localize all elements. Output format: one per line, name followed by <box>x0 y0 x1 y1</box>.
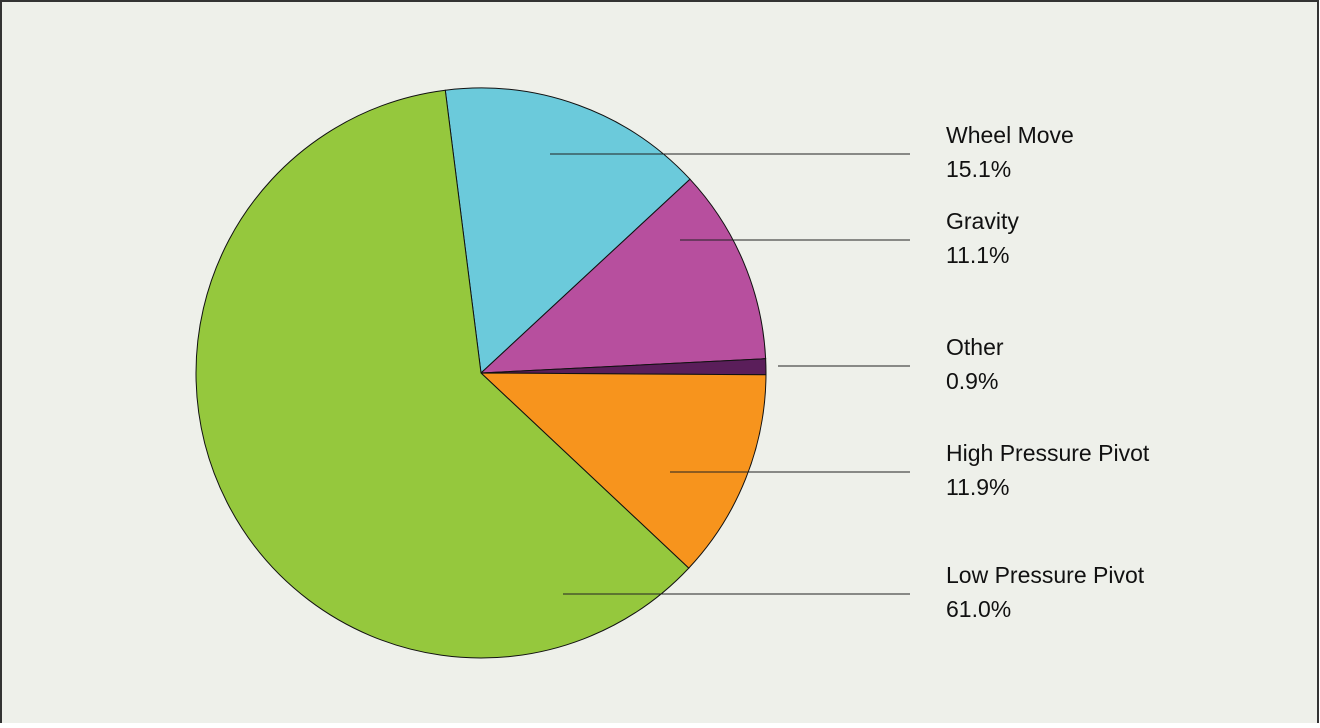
pie-slice <box>479 372 767 569</box>
slice-label: Other <box>946 334 1004 360</box>
slice-value-label: 11.1% <box>946 242 1010 268</box>
pie-slice <box>195 89 690 659</box>
slice-label: High Pressure Pivot <box>946 440 1150 466</box>
slice-value-label: 11.9% <box>946 474 1010 500</box>
slice-label: Gravity <box>946 208 1019 234</box>
slice-value-label: 61.0% <box>946 596 1011 622</box>
slice-value-label: 15.1% <box>946 156 1011 182</box>
slice-value-label: 0.9% <box>946 368 998 394</box>
pie-slice <box>444 87 691 375</box>
slice-label: Wheel Move <box>946 122 1074 148</box>
slice-label: Low Pressure Pivot <box>946 562 1145 588</box>
pie-slice <box>479 178 767 374</box>
